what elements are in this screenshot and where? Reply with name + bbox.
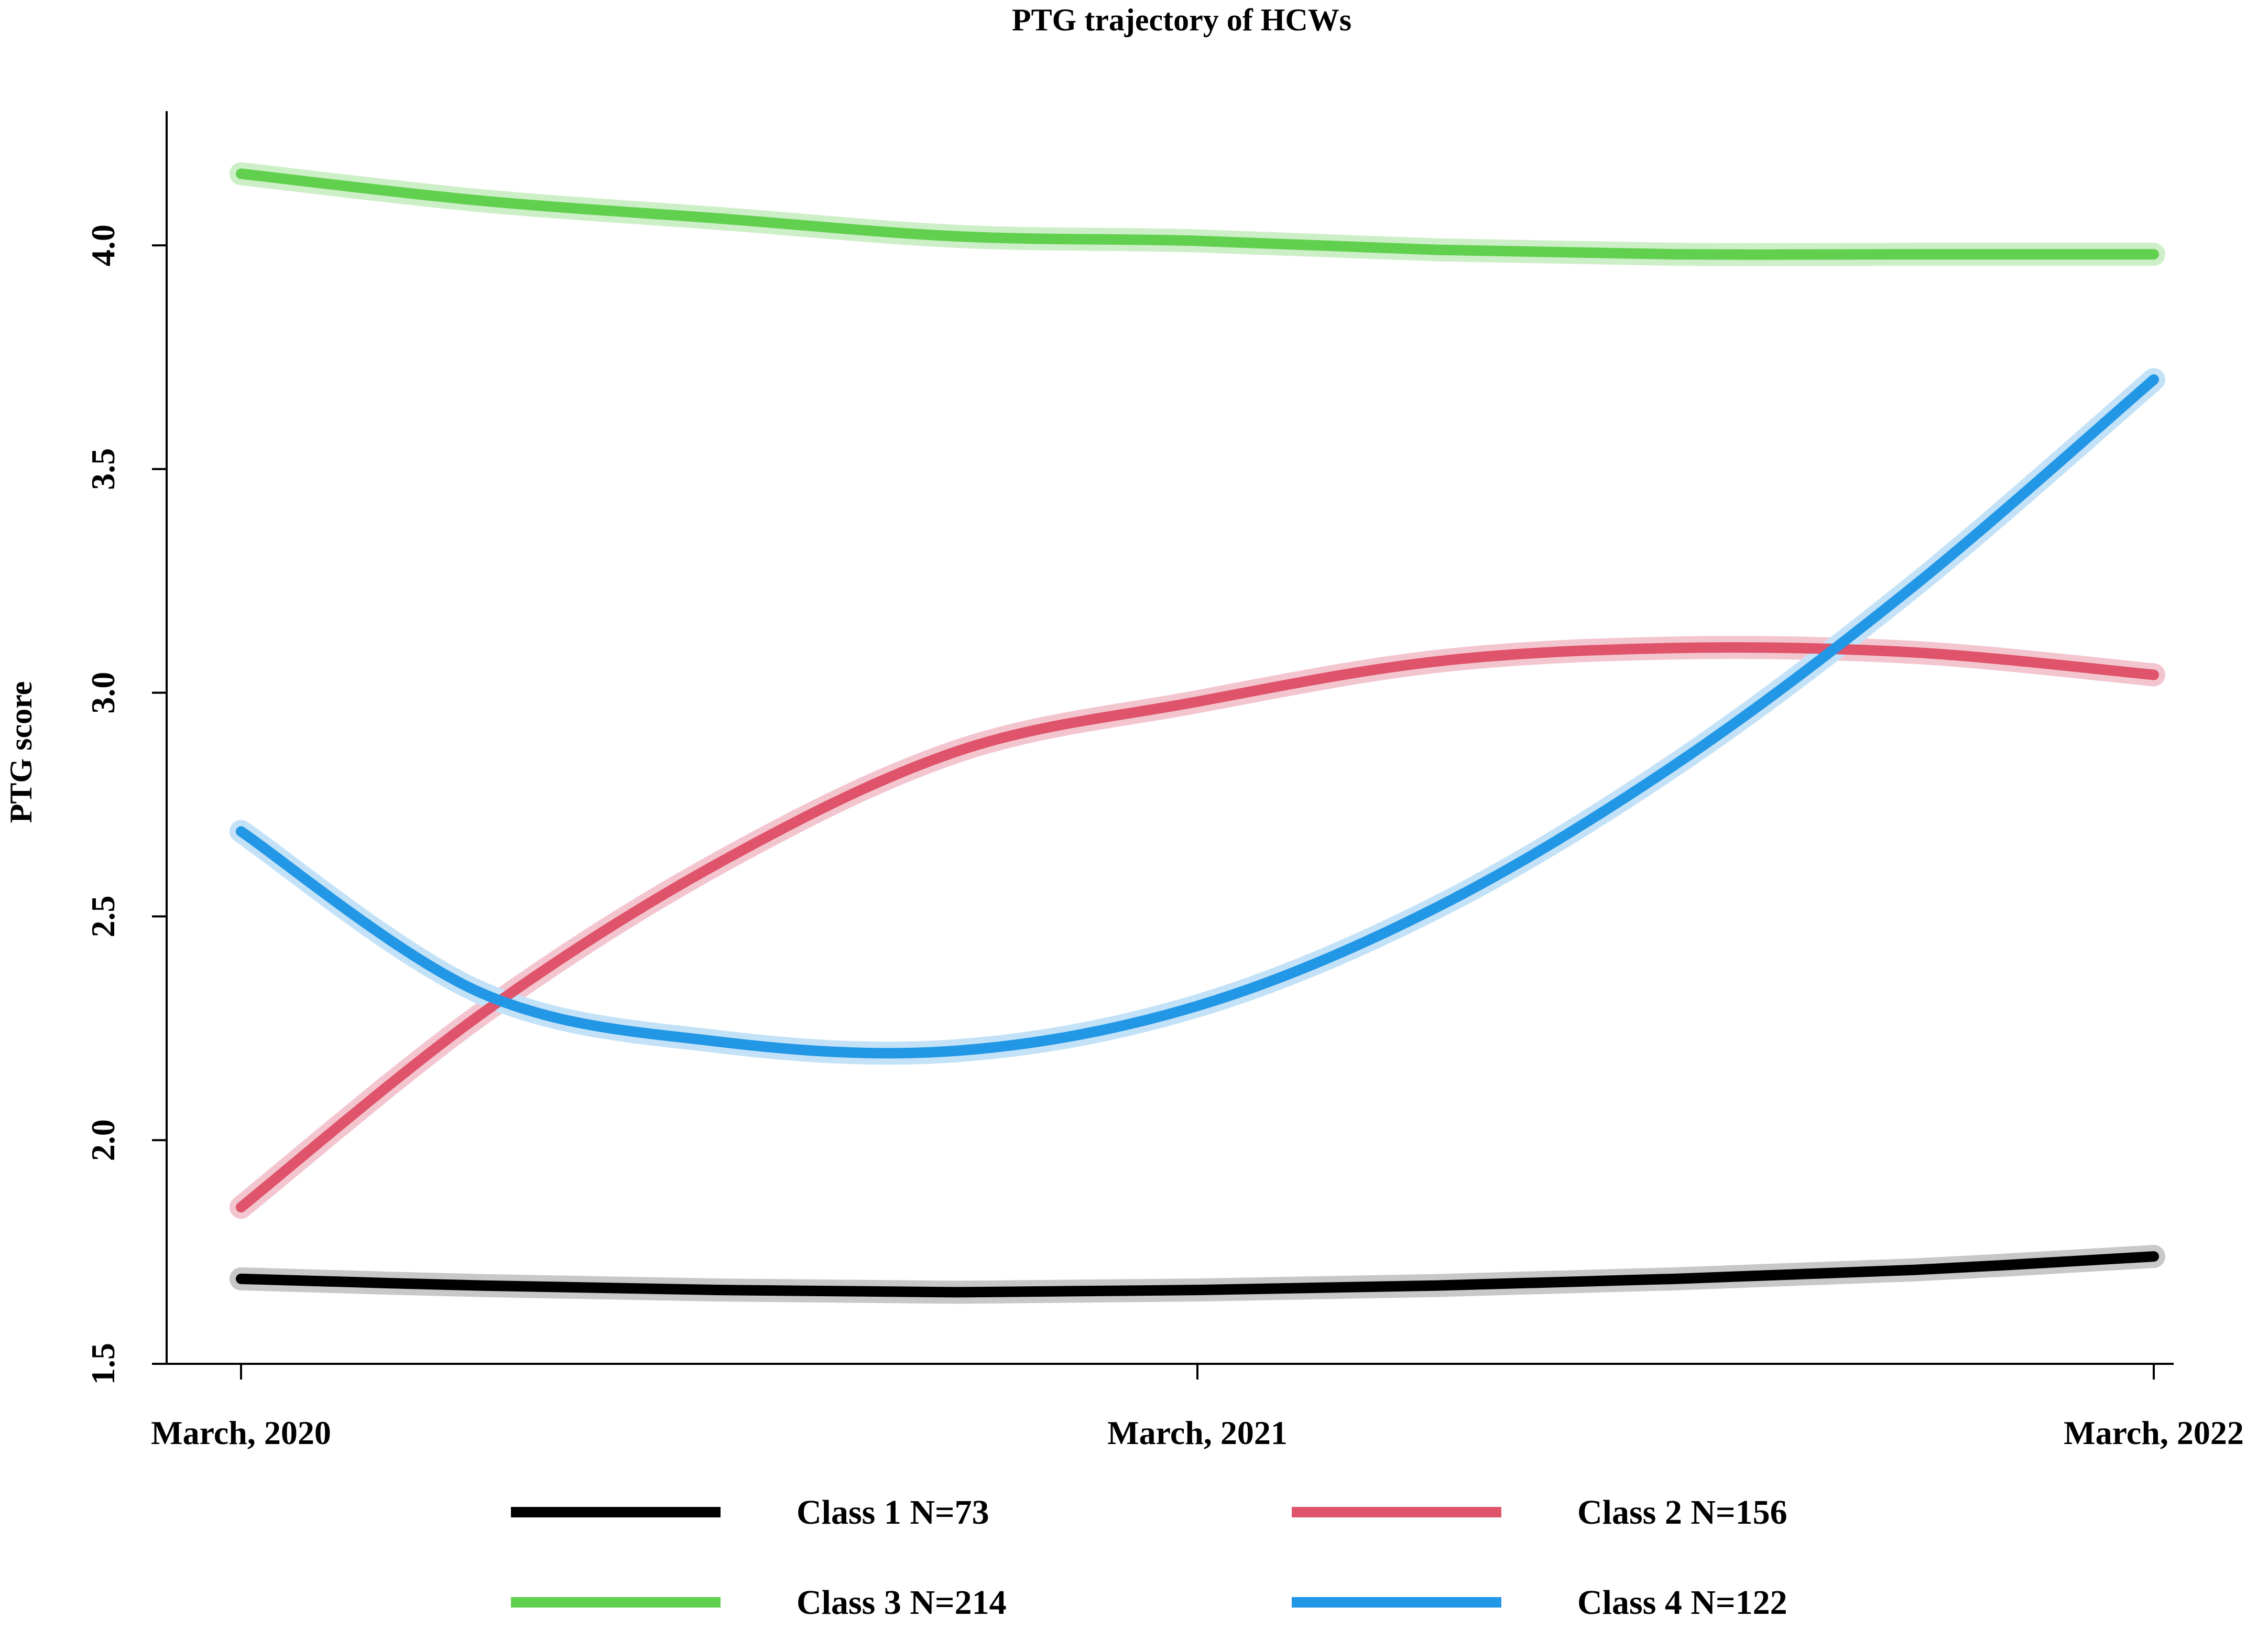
series-band-4	[230, 368, 2165, 1065]
legend: Class 1 N=73 Class 2 N=156 Class 3 N=214 Cl…	[511, 1493, 1787, 1622]
y-tick-label-0: 1.5	[84, 1343, 122, 1385]
series-line-4	[236, 374, 2159, 1059]
series-lines	[236, 168, 2159, 1298]
x-tick-label-0: March, 2020	[151, 1414, 331, 1451]
y-ticks: 1.5 2.0 2.5 3.0 3.5 4.0	[84, 224, 167, 1385]
x-tick-label-2: March, 2022	[2064, 1414, 2244, 1451]
x-tick-label-1: March, 2021	[1107, 1414, 1288, 1451]
legend-label-3: Class 3 N=214	[797, 1583, 1007, 1622]
y-axis-label: PTG score	[4, 681, 38, 823]
y-tick-label-4: 3.5	[84, 448, 122, 490]
series-line-3	[236, 168, 2159, 260]
y-tick-label-1: 2.0	[84, 1119, 122, 1161]
confidence-bands	[230, 162, 2165, 1304]
series-band-2	[230, 636, 2165, 1219]
series-line-1	[236, 1251, 2159, 1298]
y-tick-label-5: 4.0	[84, 224, 122, 266]
legend-label-2: Class 2 N=156	[1577, 1493, 1787, 1532]
y-tick-label-2: 2.5	[84, 895, 122, 937]
legend-label-1: Class 1 N=73	[797, 1493, 989, 1532]
chart-title: PTG trajectory of HCWs	[1012, 3, 1351, 37]
series-line-2	[236, 642, 2159, 1213]
x-ticks: March, 2020 March, 2021 March, 2022	[151, 1364, 2244, 1451]
y-tick-label-3: 3.0	[84, 672, 122, 714]
legend-label-4: Class 4 N=122	[1577, 1583, 1787, 1622]
